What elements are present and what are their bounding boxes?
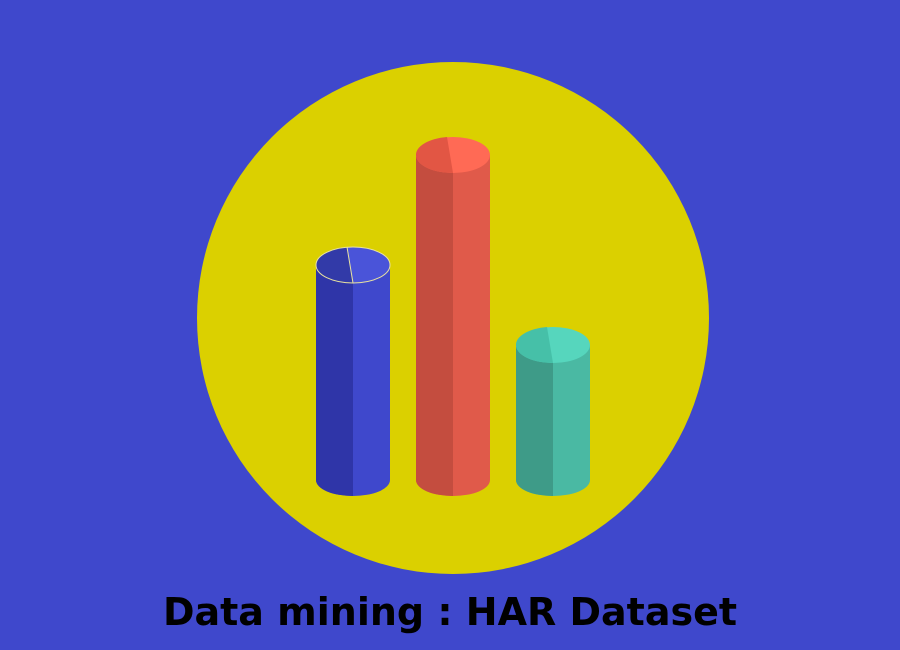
cylinder-red bbox=[415, 137, 490, 496]
page-title: Data mining : HAR Dataset bbox=[162, 590, 738, 634]
cylinder-teal bbox=[515, 327, 590, 496]
cylinder-blue bbox=[315, 246, 391, 496]
